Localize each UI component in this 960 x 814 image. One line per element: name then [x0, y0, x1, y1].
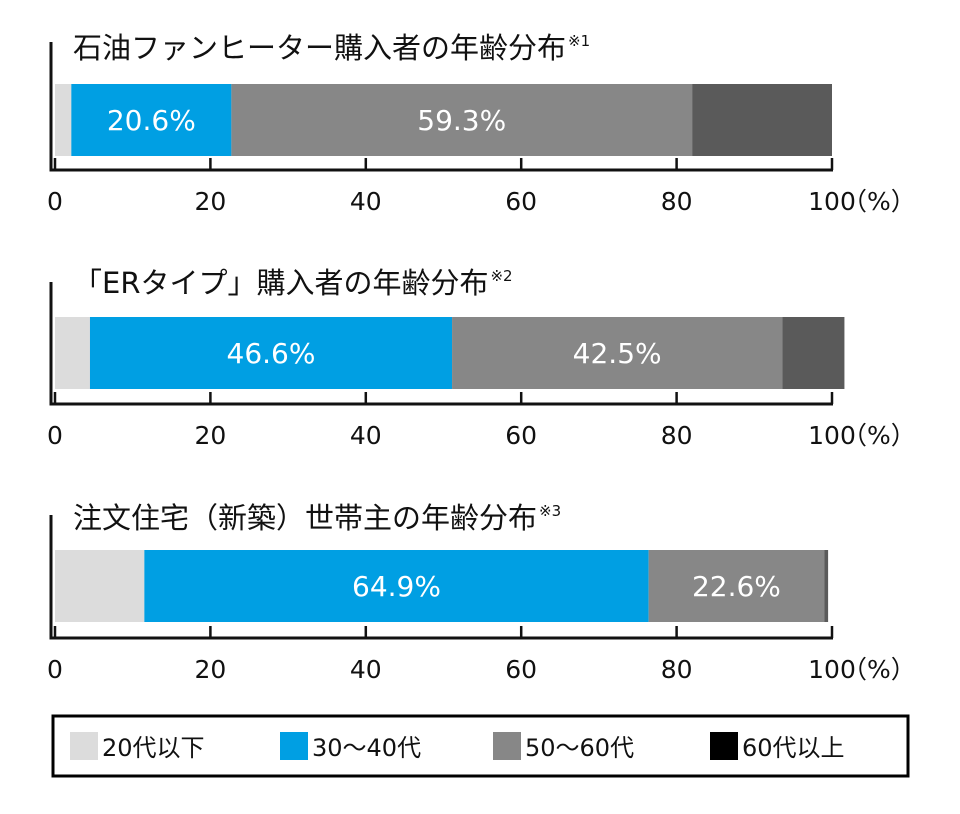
chart-3-unit: （%） [842, 655, 916, 684]
chart-1-tick-label-100: 100 [808, 187, 856, 216]
chart-2-tick-label-80: 80 [661, 421, 693, 450]
legend-label-3: 50〜60代 [525, 734, 634, 762]
chart-1-value-label-2: 20.6% [107, 104, 196, 137]
chart-3-bar-3 [648, 550, 825, 622]
legend-label-1: 20代以下 [102, 734, 205, 762]
chart-3-note: ※3 [539, 502, 561, 520]
chart-3-bar-4 [824, 550, 829, 622]
chart-3-tick-label-20: 20 [194, 655, 226, 684]
chart-1-tick-label-0: 0 [47, 187, 63, 216]
chart-3-value-label-3: 22.6% [692, 570, 781, 603]
legend-label-2: 30〜40代 [312, 734, 421, 762]
chart-3-bar-1 [55, 550, 145, 622]
chart-1-bar-2 [71, 84, 232, 156]
chart-3-tick-label-60: 60 [505, 655, 537, 684]
chart-2-bar-1 [55, 317, 90, 389]
chart-3-tick-label-0: 0 [47, 655, 63, 684]
chart-3-tick-label-40: 40 [350, 655, 382, 684]
chart-3-tick-label-80: 80 [661, 655, 693, 684]
chart-2-value-label-2: 46.6% [227, 337, 316, 370]
chart-2-note: ※2 [490, 267, 512, 285]
chart-2-tick-label-40: 40 [350, 421, 382, 450]
chart-1-unit: （%） [842, 187, 916, 216]
chart-1-bar-4 [692, 84, 832, 156]
chart-2-tick-label-100: 100 [808, 421, 856, 450]
legend-swatch-4 [710, 732, 738, 760]
legend-box [51, 714, 910, 778]
chart-1-tick-label-40: 40 [350, 187, 382, 216]
chart-2-bar-2 [89, 317, 453, 389]
chart-3-bar-2 [144, 550, 649, 622]
chart-1-tick-label-80: 80 [661, 187, 693, 216]
chart-1-bar-1 [55, 84, 72, 156]
chart-2-value-label-3: 42.5% [573, 337, 662, 370]
chart-1-note: ※1 [568, 32, 590, 50]
chart-3-title: 注文住宅（新築）世帯主の年齢分布 [73, 501, 537, 535]
chart-2-tick-label-0: 0 [47, 421, 63, 450]
chart-2-title: 「ERタイプ」購入者の年齢分布 [73, 266, 488, 300]
chart-2-bar-4 [782, 317, 845, 389]
chart-1-title: 石油ファンヒーター購入者の年齢分布 [73, 31, 566, 65]
legend-label-4: 60代以上 [742, 734, 845, 762]
chart-1-tick-label-60: 60 [505, 187, 537, 216]
chart-1-value-label-3: 59.3% [417, 104, 506, 137]
chart-2-unit: （%） [842, 421, 916, 450]
chart-1-tick-label-20: 20 [194, 187, 226, 216]
legend-swatch-1 [70, 732, 98, 760]
legend-swatch-3 [493, 732, 521, 760]
chart-2-tick-label-20: 20 [194, 421, 226, 450]
chart-1-bar-3 [231, 84, 693, 156]
legend-swatch-2 [280, 732, 308, 760]
chart-3-value-label-2: 64.9% [352, 570, 441, 603]
chart-2-tick-label-60: 60 [505, 421, 537, 450]
chart-2-bar-3 [452, 317, 783, 389]
chart-3-tick-label-100: 100 [808, 655, 856, 684]
